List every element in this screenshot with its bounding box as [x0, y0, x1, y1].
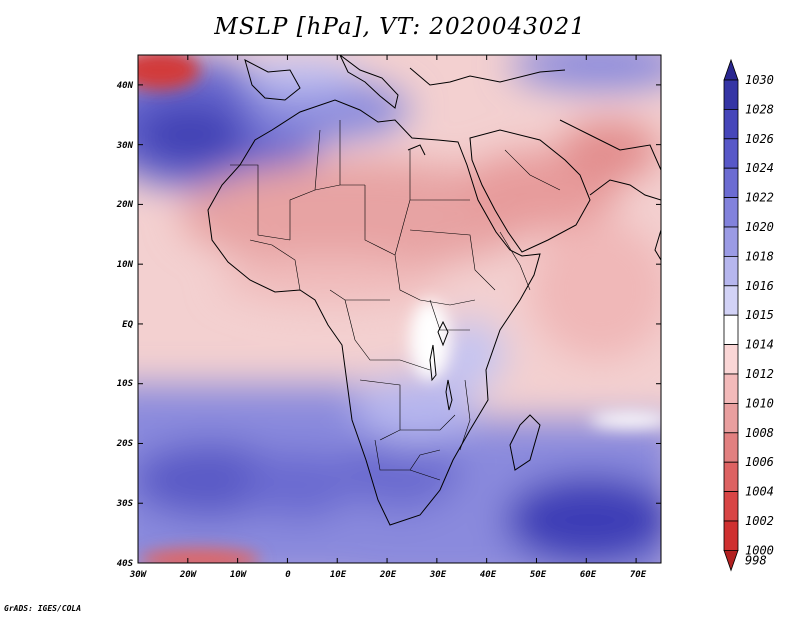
colorbar-swatch — [723, 373, 739, 404]
colorbar-label: 998 — [745, 553, 767, 567]
colorbar-swatch — [723, 109, 739, 140]
chart-title: MSLP [hPa], VT: 2020043021 — [214, 14, 586, 40]
map-frame — [137, 54, 662, 564]
lon-tick-label: 30W — [129, 570, 148, 580]
colorbar-swatch — [723, 491, 739, 522]
colorbar-label: 1024 — [745, 161, 774, 175]
colorbar-label: 1010 — [745, 396, 774, 410]
colorbar-bottom-arrow — [723, 550, 739, 572]
lon-axis-labels: 30W 20W 10W 0 10E 20E 30E 40E 50E 60E 70… — [129, 570, 647, 580]
colorbar-swatch — [723, 520, 739, 551]
lon-tick-label: 20E — [379, 570, 397, 580]
colorbar-swatch — [723, 255, 739, 287]
colorbar-swatch — [723, 461, 739, 493]
colorbar-label: 1000 — [745, 543, 774, 557]
colorbar-swatch — [723, 197, 739, 228]
colorbar-label: 1018 — [745, 249, 774, 263]
lat-tick-label: 30S — [116, 499, 134, 509]
colorbar-swatch — [723, 432, 739, 463]
lat-axis-labels: 40N 30N 20N 10N EQ 10S 20S 30S 40S — [116, 81, 134, 569]
colorbar-label: 1030 — [745, 73, 774, 87]
lat-tick-label: 20S — [116, 439, 134, 449]
lon-tick-label: 10E — [330, 570, 347, 580]
colorbar-label: 1004 — [745, 485, 774, 499]
colorbar-swatch — [723, 226, 739, 257]
colorbar-label: 1014 — [745, 338, 774, 352]
credit-footer: GrADS: IGES/COLA — [4, 604, 82, 613]
colorbar-label: 1022 — [745, 191, 774, 205]
colorbar-swatch — [723, 138, 739, 169]
lon-tick-label: 10W — [230, 570, 248, 580]
lon-tick-label: 30E — [429, 570, 447, 580]
lat-tick-label: 10N — [117, 260, 134, 270]
lat-tick-label: 10S — [117, 379, 134, 389]
lat-tick-label: 40N — [117, 81, 134, 91]
colorbar-top-arrow — [723, 58, 739, 81]
colorbar-label: 1020 — [745, 220, 774, 234]
axis-tick-marks — [137, 55, 661, 564]
colorbar-swatch — [723, 402, 739, 434]
lon-tick-label: 20W — [179, 570, 198, 580]
pressure-field — [138, 55, 661, 563]
lat-tick-label: 20N — [116, 200, 134, 210]
colorbar-label: 1028 — [745, 102, 774, 116]
lon-tick-label: 40E — [480, 570, 497, 580]
lon-tick-label: 60E — [580, 570, 597, 580]
lat-tick-label: 30N — [116, 141, 134, 151]
colorbar-label: 1002 — [745, 514, 774, 528]
colorbar-label: 1015 — [745, 308, 774, 322]
country-borders — [230, 120, 561, 481]
colorbar-label: 1016 — [745, 279, 774, 293]
lon-tick-label: 0 — [285, 570, 291, 580]
colorbar-swatch — [723, 314, 739, 346]
colorbar — [723, 58, 739, 572]
colorbar-label: 1006 — [745, 455, 774, 469]
colorbar-swatch — [723, 344, 739, 375]
colorbar-label: 1008 — [745, 426, 774, 440]
colorbar-label: 1012 — [745, 367, 774, 381]
colorbar-swatch — [723, 285, 739, 316]
colorbar-swatch — [723, 79, 739, 110]
colorbar-labels: 1030 1028 1026 1024 1022 1020 1018 1016 … — [745, 73, 774, 567]
colorbar-swatch — [723, 167, 739, 198]
lon-tick-label: 70E — [630, 570, 647, 580]
lon-tick-label: 50E — [530, 570, 547, 580]
lat-tick-label: 40S — [117, 559, 134, 569]
lat-tick-label: EQ — [122, 320, 133, 330]
colorbar-label: 1026 — [745, 132, 774, 146]
